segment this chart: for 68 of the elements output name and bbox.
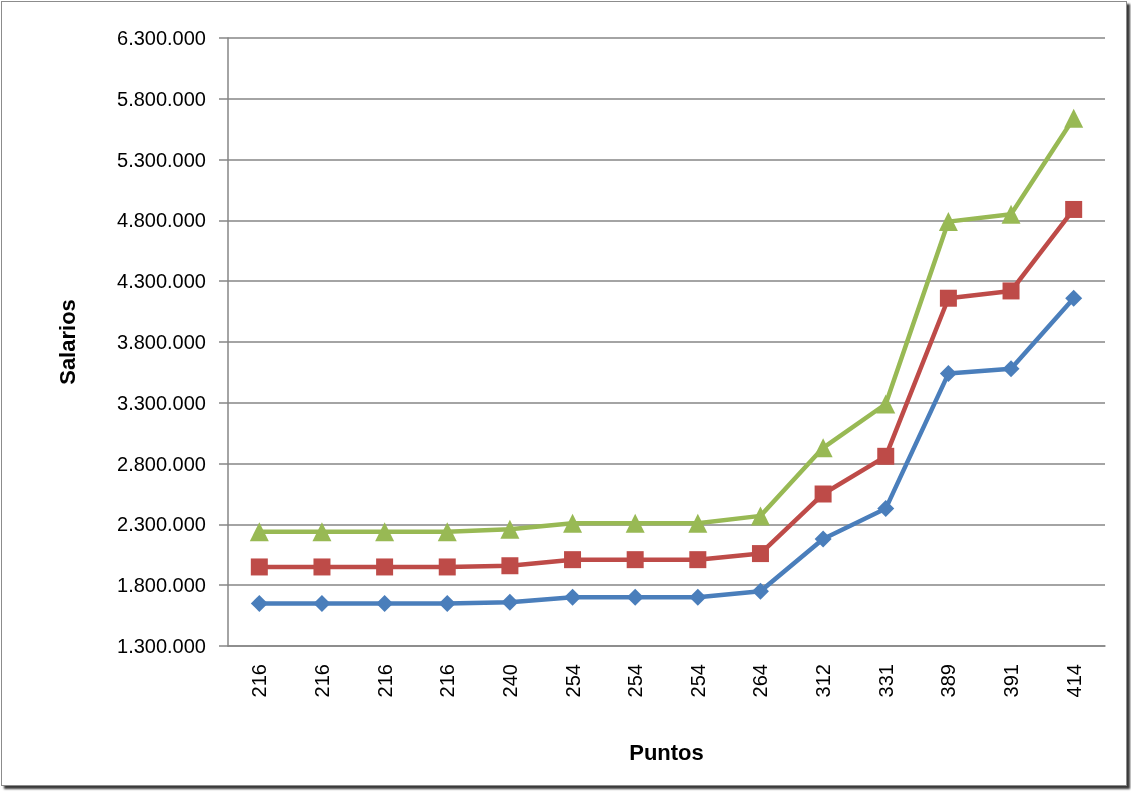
- x-tick-label: 254: [686, 664, 709, 698]
- y-tick-label: 5.800.000: [117, 87, 206, 110]
- point: [250, 558, 268, 576]
- point: [313, 558, 331, 576]
- x-tick-label: 216: [248, 664, 271, 698]
- point: [1065, 289, 1083, 307]
- y-axis-title: Salarios: [54, 299, 80, 385]
- x-tick-label: 240: [498, 664, 521, 698]
- point: [1002, 282, 1020, 300]
- x-tick-label: 389: [937, 664, 960, 698]
- point: [500, 519, 520, 539]
- point: [689, 588, 707, 606]
- x-tick-label: 312: [812, 664, 835, 698]
- point: [1065, 200, 1083, 218]
- point: [688, 513, 708, 533]
- x-tick-label: 254: [624, 664, 647, 698]
- point: [501, 593, 519, 611]
- y-tick-label: 4.800.000: [117, 209, 206, 232]
- point: [1002, 360, 1020, 378]
- x-tick-label: 216: [373, 664, 396, 698]
- y-tick-label: 3.800.000: [117, 331, 206, 353]
- x-tick-label: 331: [874, 664, 897, 698]
- x-tick-label: 391: [1000, 664, 1023, 698]
- x-axis-title: Puntos: [629, 739, 704, 765]
- point: [438, 558, 456, 576]
- point: [689, 551, 707, 569]
- point: [1064, 108, 1084, 128]
- point: [312, 522, 332, 542]
- point: [1001, 204, 1021, 224]
- y-tick-label: 6.300.000: [117, 27, 206, 49]
- point: [563, 513, 583, 533]
- point: [501, 557, 519, 575]
- x-tick-label: 216: [310, 664, 333, 698]
- y-tick-label: 1.800.000: [117, 574, 206, 597]
- point: [626, 588, 644, 606]
- point: [939, 289, 957, 307]
- point: [313, 594, 331, 612]
- x-tick-label: 264: [749, 664, 772, 698]
- x-tick-label: 414: [1062, 664, 1085, 698]
- x-tick-label: 216: [436, 664, 459, 698]
- point: [564, 551, 582, 569]
- point: [877, 500, 895, 518]
- point: [437, 522, 457, 542]
- y-tick-label: 4.300.000: [117, 270, 206, 293]
- point: [438, 594, 456, 612]
- point: [375, 522, 395, 542]
- point: [814, 530, 832, 548]
- point: [751, 545, 769, 563]
- point: [939, 365, 957, 383]
- point: [751, 582, 769, 600]
- point: [938, 212, 958, 232]
- point: [876, 394, 896, 414]
- y-tick-label: 1.300.000: [117, 635, 206, 657]
- point: [813, 438, 833, 458]
- point: [814, 485, 832, 503]
- point: [249, 522, 269, 542]
- point: [626, 551, 644, 569]
- point: [625, 513, 645, 533]
- point: [750, 506, 770, 526]
- point: [250, 594, 268, 612]
- y-tick-label: 3.300.000: [117, 391, 206, 414]
- point: [877, 447, 895, 465]
- y-tick-label: 2.300.000: [117, 513, 206, 536]
- x-tick-label: 254: [561, 664, 584, 698]
- y-tick-label: 5.300.000: [117, 148, 206, 171]
- y-tick-label: 2.800.000: [117, 452, 206, 475]
- point: [376, 594, 394, 612]
- point: [376, 558, 394, 576]
